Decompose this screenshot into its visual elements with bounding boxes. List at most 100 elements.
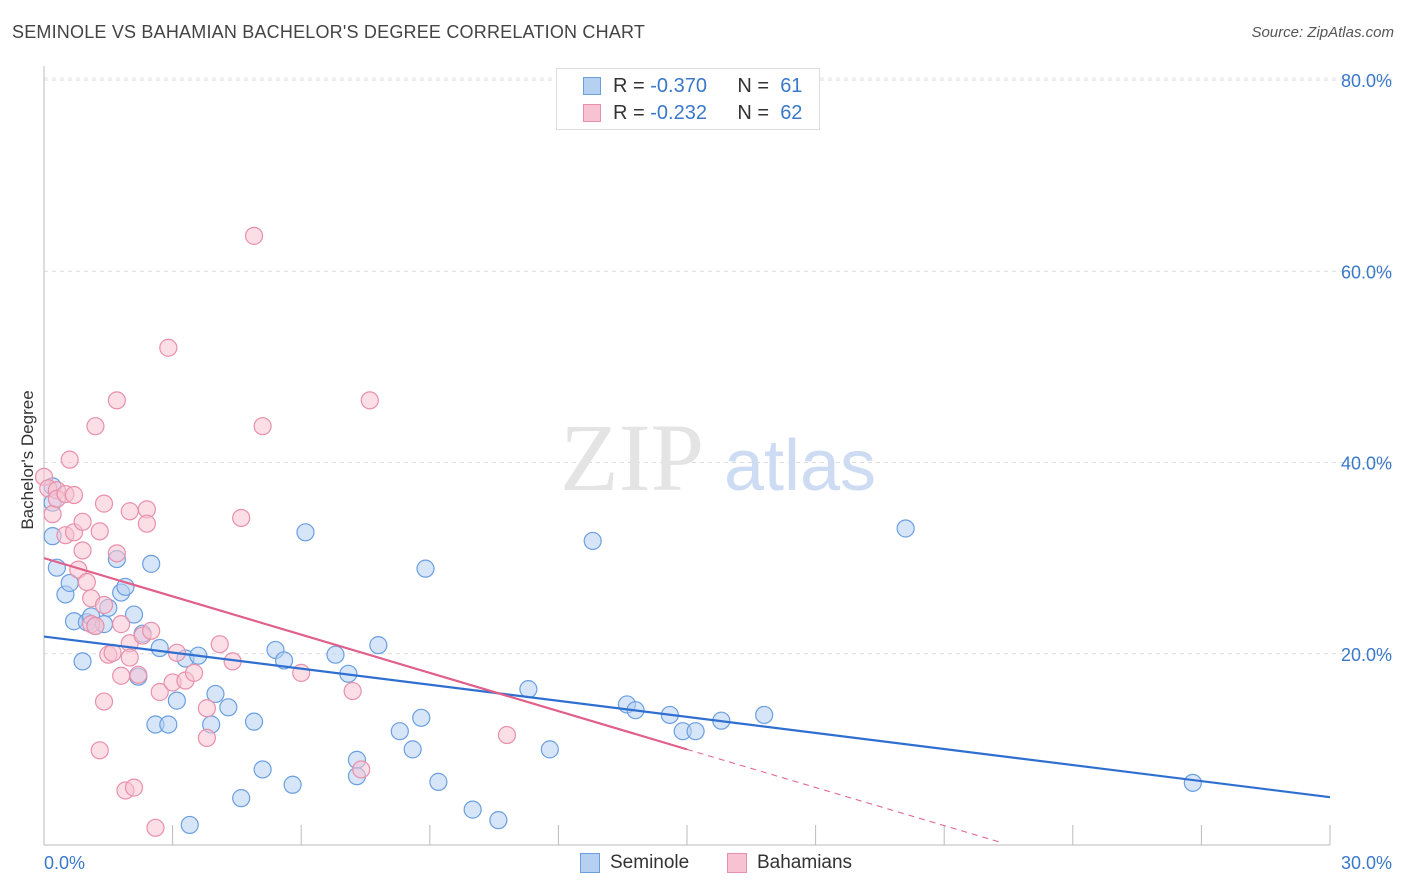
legend-n-value: 61 [780,74,803,97]
y-tick-label: 60.0% [1341,262,1392,282]
point-bahamians [64,485,84,505]
point-bahamians [86,417,105,436]
axes [43,66,1331,846]
series-label-seminole: Seminole [610,852,690,873]
point-seminole [124,605,144,624]
watermark-atlas: atlas [724,426,876,506]
point-seminole [540,740,559,759]
point-bahamians [244,226,264,245]
point-bahamians [107,544,126,563]
point-bahamians [86,616,105,636]
point-seminole [206,684,225,704]
point-seminole [416,559,435,578]
trend-lines [43,557,1331,843]
point-seminole [369,636,388,655]
point-bahamians [94,494,114,513]
series-label-bahamians: Bahamians [757,852,853,873]
legend-r-value: -0.370 [650,74,707,97]
point-seminole [896,519,915,538]
trend-line-bahamians [43,557,688,751]
point-seminole [244,712,264,731]
legend-swatch-seminole [583,77,601,95]
point-bahamians [73,512,92,531]
chart-title: SEMINOLE VS BAHAMIAN BACHELOR'S DEGREE C… [12,22,646,42]
point-seminole [583,531,602,551]
point-bahamians [124,778,144,797]
point-seminole [159,715,178,734]
point-bahamians [343,681,362,701]
point-bahamians [497,725,517,745]
y-tick-labels: 20.0% 40.0% 60.0% 80.0% [1341,71,1392,665]
point-seminole [73,652,92,671]
point-bahamians [150,682,169,702]
point-bahamians [43,505,62,524]
legend-r-label: R = [613,101,645,124]
point-bahamians [142,621,161,640]
legend-r-label: R = [613,74,645,97]
point-seminole [1183,773,1202,792]
point-bahamians [352,760,371,779]
point-bahamians [90,741,109,760]
trend-line-seminole [43,635,1331,799]
trend-line-extension-bahamians [686,748,1001,843]
legend-row-seminole: R = -0.370 N = 61 [583,74,802,98]
legend-n-value: 62 [780,101,803,124]
point-bahamians [137,514,156,533]
point-bahamians [253,417,272,436]
point-seminole [274,651,294,670]
point-bahamians [94,595,114,615]
x-tick-label: 30.0% [1341,853,1392,873]
point-bahamians [69,560,88,579]
point-seminole [489,811,508,830]
point-seminole [283,775,302,794]
point-bahamians [112,615,131,634]
point-seminole [142,554,161,573]
point-bahamians [146,818,165,837]
point-bahamians [90,522,109,541]
point-bahamians [73,541,92,560]
y-tick-label: 40.0% [1341,454,1392,474]
point-seminole [326,645,345,664]
point-seminole [755,705,774,725]
legend-n-label: N = [737,74,770,97]
gridlines [44,77,1392,655]
legend-n-label: N = [737,101,770,124]
series-legend: Seminole Bahamians [0,850,1406,878]
point-bahamians [184,663,204,682]
point-seminole [390,722,409,741]
point-seminole [429,772,448,791]
series-swatch-seminole [580,853,600,873]
point-seminole [463,800,482,819]
point-bahamians [210,635,229,654]
point-seminole [180,815,199,835]
point-seminole [519,680,538,699]
y-tick-label: 20.0% [1341,645,1392,665]
watermark-zip: ZIP [560,404,704,511]
y-tick-label: 80.0% [1341,71,1392,91]
source-label: Source: ZipAtlas.com [1251,24,1394,41]
y-axis-label: Bachelor's Degree [18,390,37,529]
legend-swatch-bahamians [583,104,601,122]
point-bahamians [94,692,114,711]
watermark: ZIP atlas [560,404,876,511]
point-seminole [296,523,315,542]
data-points [34,226,1202,837]
point-bahamians [60,450,79,469]
point-seminole [219,698,238,717]
legend-r-value: -0.232 [650,101,707,124]
point-seminole [253,760,272,779]
series-swatch-bahamians [727,853,747,873]
point-bahamians [129,665,148,684]
point-bahamians [197,728,216,748]
point-seminole [167,691,186,710]
series-legend-bahamians: Bahamians [727,852,852,874]
point-seminole [403,740,422,759]
legend-row-bahamians: R = -0.232 N = 62 [583,101,802,125]
point-bahamians [77,572,96,592]
x-tick-labels: 0.0% 30.0% [44,853,1392,873]
point-bahamians [232,508,251,528]
point-seminole [150,638,169,658]
point-seminole [232,789,251,808]
point-bahamians [197,699,216,718]
